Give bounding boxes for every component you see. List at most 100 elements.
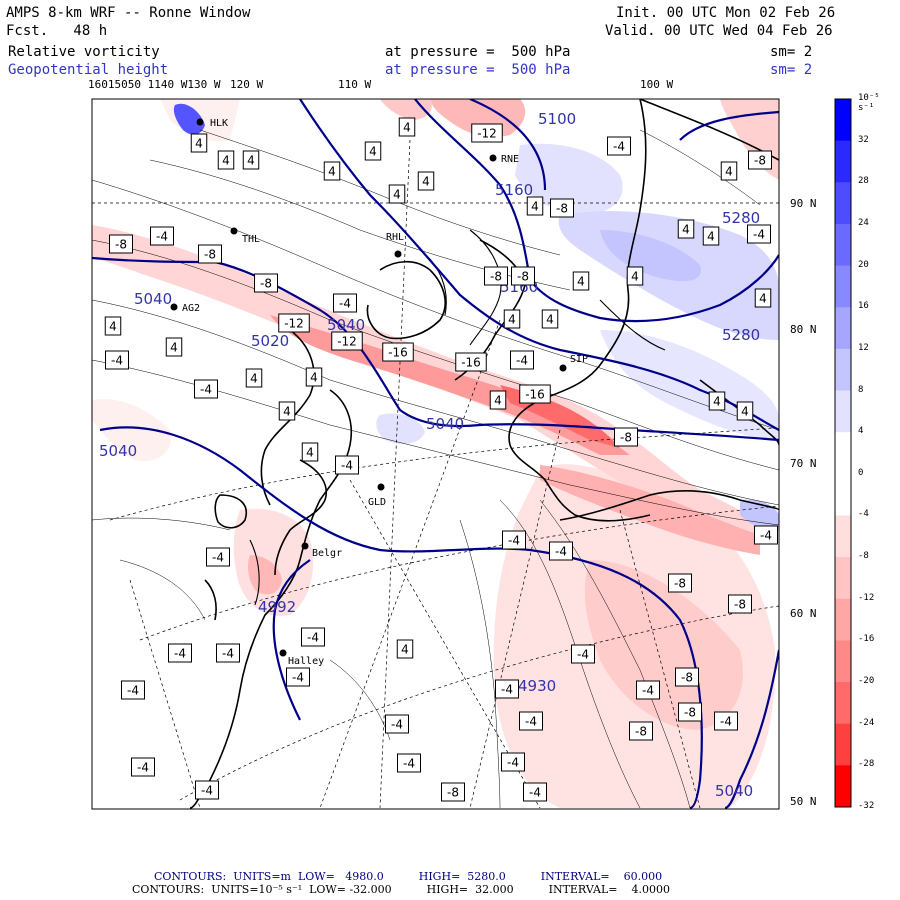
- vorticity-value-text: -4: [507, 756, 519, 770]
- vorticity-value-box: 4: [708, 391, 726, 411]
- vorticity-value-box: -4: [286, 667, 310, 687]
- vorticity-value-box: 4: [677, 219, 695, 239]
- vorticity-contours: [92, 129, 779, 809]
- vorticity-value-text: 4: [369, 145, 377, 159]
- vorticity-value-text: 4: [759, 292, 767, 306]
- vorticity-value-text: -4: [339, 297, 351, 311]
- vorticity-value-box: 4: [526, 196, 544, 216]
- vorticity-value-box: -4: [194, 379, 218, 399]
- vorticity-value-text: 4: [170, 341, 178, 355]
- height-label: 5040: [134, 290, 172, 308]
- lat-label-80n: 80 N: [790, 323, 817, 336]
- station-label-ag2: AG2: [182, 303, 200, 314]
- vorticity-value-text: -8: [204, 248, 216, 262]
- vorticity-value-box: -4: [333, 293, 357, 313]
- colorbar: [834, 98, 852, 808]
- lat-label-90n: 90 N: [790, 197, 817, 210]
- height-labels: 5100 5160 5280 5040 5020 5280 5040 5040 …: [99, 110, 760, 800]
- vorticity-value-text: -12: [284, 317, 304, 331]
- footer-vorticity-contours: CONTOURS: UNITS=10⁻⁵ s⁻¹ LOW= -32.000 HI…: [132, 883, 670, 896]
- vorticity-value-text: 4: [401, 643, 409, 657]
- station-dot-hlk: [196, 118, 204, 126]
- vorticity-value-text: -4: [127, 684, 139, 698]
- vorticity-value-box: -12: [471, 123, 503, 143]
- vorticity-value-box: 4: [398, 117, 416, 137]
- vorticity-value-box: 4: [417, 171, 435, 191]
- colorbar-tick-label: 24: [858, 217, 869, 228]
- field2-smooth: sm= 2: [770, 62, 813, 78]
- vorticity-value-box: -4: [397, 753, 421, 773]
- vorticity-value-text: -4: [516, 354, 528, 368]
- vorticity-value-box: 4: [242, 150, 260, 170]
- height-label: 4930: [518, 677, 556, 695]
- colorbar-swatch: [835, 765, 851, 808]
- field2-level: at pressure = 500 hPa: [385, 62, 571, 78]
- vorticity-value-box: -4: [206, 547, 230, 567]
- vorticity-value-box: -8: [550, 198, 574, 218]
- vorticity-value-box: -8: [629, 721, 653, 741]
- vorticity-value-box: 4: [301, 442, 319, 462]
- lon-label-120w: 120 W: [230, 78, 264, 91]
- vorticity-value-box: -4: [549, 541, 573, 561]
- vorticity-value-text: 4: [546, 313, 554, 327]
- height-label: 5280: [722, 326, 760, 344]
- vorticity-value-text: 4: [250, 372, 258, 386]
- station-dot-rne: [489, 154, 497, 162]
- vorticity-value-text: 4: [222, 154, 230, 168]
- vorticity-value-box: -4: [195, 780, 219, 800]
- vorticity-value-text: 4: [310, 371, 318, 385]
- vorticity-box-labels: 4 -12 4 4 4 4 4 -4 4 -8 4 4 4 -8 4 4 -4 -4 -8 -8 -8 -8 4 4 -8 4 -4…: [104, 117, 778, 802]
- vorticity-value-text: -4: [156, 230, 168, 244]
- colorbar-swatch: [835, 432, 851, 475]
- vorticity-value-text: -4: [525, 715, 537, 729]
- vorticity-value-text: -4: [760, 529, 772, 543]
- forecast-hour: Fcst. 48 h: [6, 23, 108, 39]
- vorticity-value-box: -4: [502, 530, 526, 550]
- vorticity-value-text: -4: [391, 718, 403, 732]
- vorticity-value-box: -12: [331, 331, 363, 351]
- vorticity-value-text: 4: [682, 223, 690, 237]
- station-label-belgr: Belgr: [312, 548, 342, 559]
- station-label-hlk: HLK: [210, 118, 228, 129]
- vorticity-value-text: 4: [531, 200, 539, 214]
- vorticity-value-box: -8: [614, 427, 638, 447]
- station-dot-rhl: [394, 250, 402, 258]
- vorticity-value-text: -8: [620, 431, 632, 445]
- vorticity-value-text: -16: [525, 388, 545, 402]
- colorbar-tick-label: 32: [858, 134, 869, 145]
- vorticity-value-text: 4: [306, 446, 314, 460]
- vorticity-value-box: -4: [131, 757, 155, 777]
- field1-smooth: sm= 2: [770, 44, 813, 60]
- vorticity-value-text: -4: [403, 757, 415, 771]
- vorticity-value-box: -4: [714, 711, 738, 731]
- vorticity-value-box: -4: [121, 680, 145, 700]
- station-dot-gld: [377, 483, 385, 491]
- colorbar-tick-label: -32: [858, 801, 875, 811]
- vorticity-value-text: -8: [260, 277, 272, 291]
- vorticity-value-text: 4: [328, 165, 336, 179]
- vorticity-value-box: -4: [519, 711, 543, 731]
- vorticity-value-text: -8: [447, 786, 459, 800]
- vorticity-value-box: 4: [541, 309, 559, 329]
- colorbar-tick-label: 8: [858, 384, 864, 395]
- lon-label-100w: 100 W: [640, 78, 674, 91]
- colorbar-swatch: [835, 182, 851, 225]
- station-dot-ag2: [170, 303, 178, 311]
- vorticity-value-text: -8: [490, 270, 502, 284]
- vorticity-value-text: -4: [555, 545, 567, 559]
- footer-height-contours: CONTOURS: UNITS=m LOW= 4980.0 HIGH= 5280…: [154, 870, 663, 883]
- vorticity-value-box: -8: [678, 702, 702, 722]
- colorbar-swatch: [835, 348, 851, 392]
- colorbar-tick-label: -20: [858, 676, 875, 687]
- vorticity-value-text: -4: [501, 683, 513, 697]
- station-label-thl: THL: [242, 234, 260, 245]
- vorticity-value-box: 4: [305, 367, 323, 387]
- height-label: 5040: [715, 782, 753, 800]
- vorticity-value-text: -4: [222, 647, 234, 661]
- vorticity-value-box: -16: [382, 342, 414, 362]
- vorticity-value-text: -4: [137, 761, 149, 775]
- station-dot-halley: [279, 649, 287, 657]
- station-label-sip: SIP: [570, 354, 588, 365]
- vorticity-value-box: -8: [748, 150, 772, 170]
